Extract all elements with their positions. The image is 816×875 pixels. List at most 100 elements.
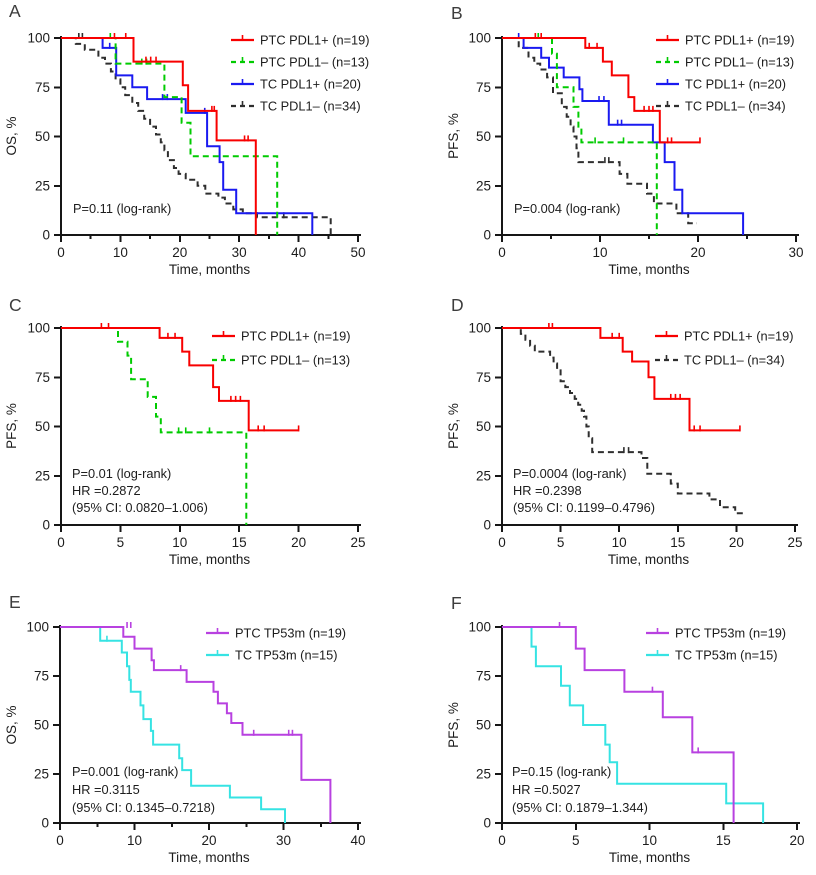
stats-text: (95% CI: 0.1345–0.7218) (72, 800, 215, 815)
panel-letter-A: A (9, 1, 22, 21)
y-tick-label: 50 (476, 718, 491, 733)
km-plot-C: 0 25 50 75 100 0 5 10 15 20 25 Time, months PFS, % P=… (4, 321, 366, 568)
curve-tc-pdl1+-n-20- (502, 37, 745, 235)
x-axis-label: Time, months (608, 262, 690, 277)
legend-label: PTC PDL1+ (n=19) (241, 329, 351, 344)
x-tick-label: 20 (172, 245, 187, 260)
x-tick-label: 5 (117, 535, 125, 550)
y-tick-label: 50 (34, 718, 49, 733)
curve-tc-pdl1-n-34- (61, 37, 332, 235)
legend-label: PTC PDL1+ (n=19) (260, 33, 370, 48)
panel-A: A 0 25 50 75 100 0 10 20 30 40 50 Time, months OS, %… (0, 0, 408, 290)
y-tick-label: 50 (35, 419, 50, 434)
y-tick-label: 75 (476, 80, 491, 95)
x-tick-label: 0 (498, 535, 506, 550)
y-axis-label: OS, % (4, 705, 19, 744)
x-axis-label: Time, months (609, 850, 691, 865)
stats-text: P=0.004 (log-rank) (514, 201, 620, 216)
x-axis-label: Time, months (608, 552, 690, 567)
stats-text: (95% CI: 0.1879–1.344) (512, 800, 648, 815)
y-tick-label: 75 (34, 669, 49, 684)
stats-text: P=0.001 (log-rank) (72, 764, 178, 779)
x-tick-label: 30 (788, 245, 803, 260)
x-tick-label: 40 (291, 245, 306, 260)
panel-letter-D: D (451, 295, 465, 315)
panel-letter-B: B (451, 3, 464, 23)
x-tick-label: 5 (557, 535, 565, 550)
km-plot-A: 0 25 50 75 100 0 10 20 30 40 50 Time, months OS, % P=… (4, 31, 370, 278)
curve-ptc-pdl1+-n-19- (502, 37, 700, 144)
x-tick-label: 25 (350, 535, 365, 550)
x-tick-label: 30 (232, 245, 247, 260)
y-tick-label: 100 (468, 620, 491, 635)
curve-tc-tp53m-n-15- (60, 626, 286, 823)
panel-D: D 0 25 50 75 100 0 5 10 15 20 25 Time, months PFS, %… (408, 290, 816, 585)
legend-label: TC PDL1– (n=34) (260, 99, 361, 114)
y-tick-label: 0 (42, 518, 50, 533)
legend-label: TC PDL1– (n=34) (684, 353, 785, 368)
y-tick-label: 0 (42, 228, 50, 243)
curve-ptc-pdl1+-n-19- (502, 327, 740, 432)
legend-label: TC TP53m (n=15) (235, 648, 338, 663)
x-tick-label: 20 (201, 833, 216, 848)
x-tick-label: 0 (56, 833, 64, 848)
y-tick-label: 100 (468, 31, 491, 46)
curve-ptc-pdl1-n-13- (502, 37, 658, 235)
legend-label: PTC PDL1– (n=13) (685, 55, 794, 70)
x-tick-label: 20 (291, 535, 306, 550)
x-tick-label: 20 (729, 535, 744, 550)
y-tick-label: 0 (41, 816, 49, 831)
legend-label: PTC PDL1– (n=13) (241, 353, 350, 368)
panel-letter-C: C (9, 295, 23, 315)
x-tick-label: 0 (498, 833, 506, 848)
curve-ptc-pdl1+-n-19- (61, 327, 299, 432)
x-tick-label: 10 (127, 833, 142, 848)
y-tick-label: 50 (476, 129, 491, 144)
x-tick-label: 10 (592, 245, 607, 260)
y-axis-label: PFS, % (4, 403, 19, 449)
y-tick-label: 25 (34, 767, 49, 782)
stats-text: (95% CI: 0.0820–1.006) (72, 500, 208, 515)
y-tick-label: 100 (468, 321, 491, 336)
stats-text: HR =0.5027 (512, 782, 581, 797)
y-tick-label: 25 (35, 178, 50, 193)
y-axis-label: PFS, % (446, 113, 461, 159)
panel-letter-F: F (451, 593, 463, 613)
curve-tc-tp53m-n-15- (502, 626, 765, 823)
y-axis-label: PFS, % (446, 702, 461, 748)
km-plot-B: 0 25 50 75 100 0 10 20 30 Time, months PFS, % P=0.0… (446, 31, 804, 278)
y-tick-label: 75 (35, 80, 50, 95)
stats-text: P=0.15 (log-rank) (512, 764, 611, 779)
curve-ptc-tp53m-n-19- (502, 626, 735, 823)
stats-text: P=0.0004 (log-rank) (513, 466, 626, 481)
legend-label: PTC TP53m (n=19) (675, 626, 786, 641)
km-plot-F: 0 25 50 75 100 0 5 10 15 20 Time, months PFS, % P=0.… (446, 620, 805, 866)
x-tick-label: 10 (642, 833, 657, 848)
y-axis-label: OS, % (4, 116, 19, 155)
curve-ptc-pdl1-n-13- (61, 37, 279, 235)
x-tick-label: 10 (172, 535, 187, 550)
x-tick-label: 15 (670, 535, 685, 550)
x-tick-label: 0 (57, 245, 65, 260)
y-axis-label: PFS, % (446, 403, 461, 449)
y-tick-label: 0 (483, 816, 491, 831)
x-axis-label: Time, months (168, 850, 250, 865)
legend-label: PTC PDL1– (n=13) (260, 55, 369, 70)
stats-text: HR =0.3115 (72, 782, 140, 797)
panel-F: F 0 25 50 75 100 0 5 10 15 20 Time, months PFS, % P=… (408, 585, 816, 875)
legend-label: TC PDL1+ (n=20) (685, 77, 786, 92)
curve-ptc-pdl1-n-13- (61, 327, 248, 525)
legend-label: TC TP53m (n=15) (675, 648, 778, 663)
legend-label: PTC TP53m (n=19) (235, 626, 346, 641)
x-tick-label: 10 (612, 535, 627, 550)
x-tick-label: 50 (350, 245, 365, 260)
y-tick-label: 0 (483, 228, 491, 243)
y-tick-label: 100 (27, 321, 50, 336)
stats-text: (95% CI: 0.1199–0.4796) (513, 500, 655, 515)
y-tick-label: 100 (27, 31, 50, 46)
curve-ptc-tp53m-n-19- (60, 626, 332, 823)
curve-tc-pdl1-n-34- (502, 37, 697, 225)
x-tick-label: 20 (789, 833, 804, 848)
x-tick-label: 5 (572, 833, 580, 848)
